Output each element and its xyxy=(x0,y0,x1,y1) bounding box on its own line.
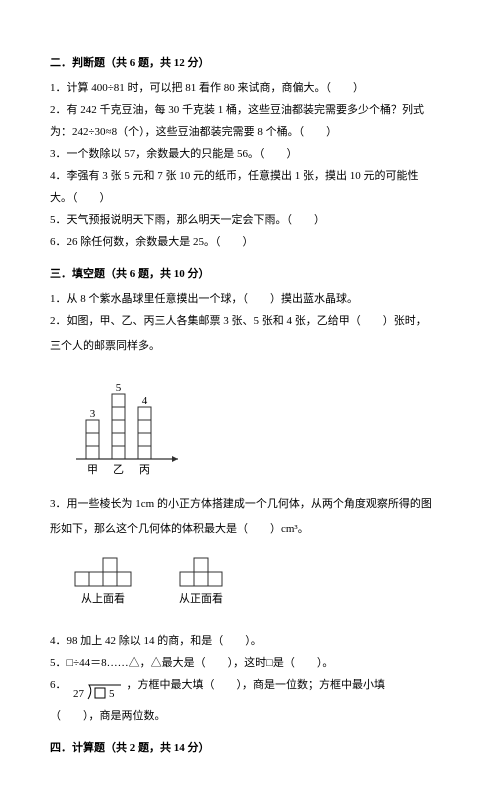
svg-text:丙: 丙 xyxy=(139,464,150,476)
section2-title: 二．判断题（共 6 题，共 12 分） xyxy=(50,54,450,70)
s2-q5: 5．天气预报说明天下雨，那么明天一定会下雨。（ ） xyxy=(50,212,450,229)
s2-q3: 3．一个数除以 57，余数最大的只能是 56。（ ） xyxy=(50,146,450,163)
svg-text:5: 5 xyxy=(109,688,115,700)
s3-q6: 6． 27 5 ，方框中最大填（ ），商是一位数；方框中最小填 xyxy=(50,677,450,703)
s2-q6: 6．26 除任何数，余数最大是 25。（ ） xyxy=(50,234,450,251)
views-figure: 从上面看 从正面看 xyxy=(70,553,450,618)
s3-q6c: （ ），商是两位数。 xyxy=(50,708,450,725)
s2-q2b: 为：242÷30≈8（个），这些豆油都装完需要 8 个桶。（ ） xyxy=(50,124,450,141)
s3-q4: 4．98 加上 42 除以 14 的商，和是（ ）。 xyxy=(50,633,450,650)
s3-q2b: 三个人的邮票同样多。 xyxy=(50,338,450,355)
svg-text:乙: 乙 xyxy=(113,463,124,476)
s3-q3a: 3．用一些棱长为 1cm 的小正方体搭建成一个几何体，从两个角度观察所得的图 xyxy=(50,496,450,513)
s3-q2a: 2．如图，甲、乙、丙三人各集邮票 3 张、5 张和 4 张，乙给甲（ ）张时， xyxy=(50,313,450,330)
s3-q3b: 形如下，那么这个几何体的体积最大是（ ）cm³。 xyxy=(50,521,450,538)
section3-title: 三．填空题（共 6 题，共 10 分） xyxy=(50,265,450,281)
s3-q6b: ，方框中最大填（ ），商是一位数；方框中最小填 xyxy=(127,677,386,694)
svg-text:3: 3 xyxy=(90,408,96,420)
svg-text:从正面看: 从正面看 xyxy=(179,591,223,605)
svg-text:27: 27 xyxy=(73,688,85,700)
s3-q1: 1．从 8 个紫水晶球里任意摸出一个球，（ ）摸出蓝水晶球。 xyxy=(50,291,450,308)
svg-text:4: 4 xyxy=(142,395,148,407)
section4-title: 四．计算题（共 2 题，共 14 分） xyxy=(50,739,450,755)
s2-q4a: 4．李强有 3 张 5 元和 7 张 10 元的纸币，任意摸出 1 张，摸出 1… xyxy=(50,168,450,185)
s2-q4b: 大。（ ） xyxy=(50,190,450,207)
bar-chart-figure: 3 甲 5 乙 4 丙 xyxy=(70,371,450,481)
s3-q6a: 6． xyxy=(50,677,67,694)
svg-text:从上面看: 从上面看 xyxy=(81,591,125,605)
svg-text:5: 5 xyxy=(116,382,122,394)
svg-text:甲: 甲 xyxy=(87,464,98,476)
s2-q1: 1．计算 400÷81 时，可以把 81 看作 80 来试商，商偏大。（ ） xyxy=(50,80,450,97)
s2-q2a: 2．有 242 千克豆油，每 30 千克装 1 桶，这些豆油都装完需要多少个桶？… xyxy=(50,102,450,119)
s3-q5: 5．□÷44＝8……△，△最大是（ ），这时□是（ ）。 xyxy=(50,655,450,672)
